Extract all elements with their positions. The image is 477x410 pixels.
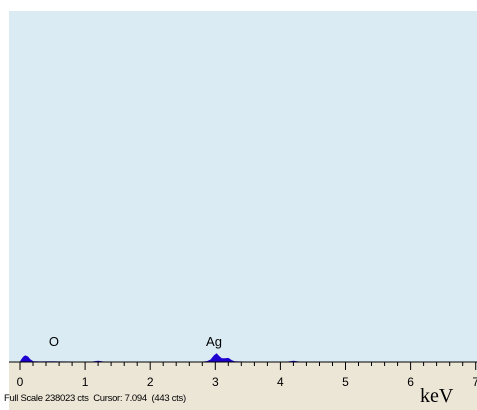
spectrum-series [9, 353, 477, 363]
x-tick-label-4: 4 [277, 375, 284, 389]
x-tick-label-6: 6 [407, 375, 414, 389]
x-axis-unit-label: keV [420, 385, 454, 407]
x-tick-label-7: 7 [472, 375, 477, 389]
x-tick-label-0: 0 [17, 375, 24, 389]
peak-label-o: O [49, 334, 59, 349]
full-scale-readout: Full Scale 238023 cts [4, 393, 89, 404]
x-tick-label-1: 1 [82, 375, 89, 389]
plot-area [9, 11, 477, 362]
cursor-readout: Cursor: 7.094 (443 cts) [93, 393, 186, 404]
x-axis-ticks: 0 1 2 3 4 5 6 7 [17, 362, 477, 389]
status-line: Full Scale 238023 cts Cursor: 7.094 (443… [4, 393, 186, 404]
x-tick-label-5: 5 [342, 375, 349, 389]
x-axis-band [9, 362, 477, 410]
x-tick-label-3: 3 [212, 375, 219, 389]
x-tick-label-2: 2 [147, 375, 154, 389]
peak-label-ag: Ag [206, 334, 222, 349]
spectrum-area-0 [9, 353, 477, 363]
peak-labels: O Ag [49, 334, 222, 349]
